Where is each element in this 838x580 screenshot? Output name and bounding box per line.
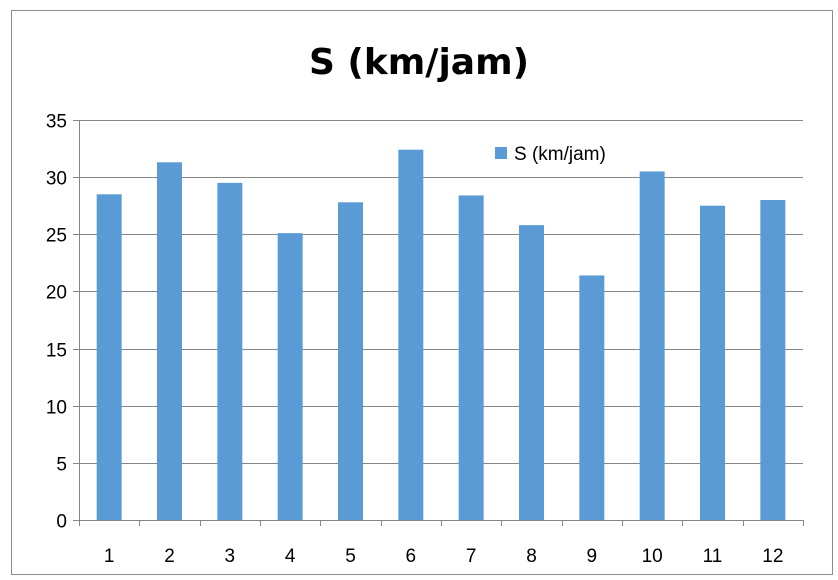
y-tick-label: 10 [46, 398, 67, 419]
legend-label: S (km/jam) [514, 144, 606, 165]
legend: S (km/jam) [495, 144, 606, 165]
bar [458, 195, 484, 520]
y-tick-label: 5 [56, 455, 67, 476]
bar [760, 200, 786, 520]
chart-title: S (km/jam) [308, 42, 530, 83]
y-tick-label: 20 [46, 283, 67, 304]
bar [579, 275, 605, 520]
bar [398, 149, 424, 520]
x-tick-labels: 1 2 3 4 5 6 7 8 9 10 11 12 [104, 546, 784, 567]
x-tick-label: 6 [406, 546, 417, 567]
x-tick-label: 12 [762, 546, 783, 567]
bar [277, 233, 303, 520]
y-tick-label: 0 [56, 512, 67, 533]
x-tick-label: 2 [164, 546, 175, 567]
legend-swatch [495, 147, 507, 159]
y-tick-label: 25 [46, 226, 67, 247]
x-tick-label: 1 [104, 546, 115, 567]
y-tick-label: 30 [46, 169, 67, 190]
x-tick-label: 11 [703, 546, 723, 567]
bars [96, 149, 786, 521]
bar [96, 194, 122, 521]
bar [700, 205, 725, 520]
x-tick-label: 10 [642, 546, 663, 567]
x-tick-label: 9 [587, 546, 598, 567]
x-tick-label: 5 [345, 546, 356, 567]
axes [79, 120, 804, 526]
bar [157, 162, 182, 521]
gridlines [73, 120, 803, 521]
x-tick-label: 7 [466, 546, 477, 567]
x-tick-label: 3 [225, 546, 236, 567]
x-tick-label: 8 [526, 546, 537, 567]
y-tick-label: 35 [46, 112, 67, 133]
bar [639, 171, 665, 520]
y-tick-label: 15 [46, 341, 67, 362]
bar [519, 225, 544, 520]
bar [338, 202, 363, 521]
y-tick-labels: 0 5 10 15 20 25 30 35 [46, 112, 67, 533]
bar [217, 182, 243, 520]
x-tick-label: 4 [285, 546, 296, 567]
